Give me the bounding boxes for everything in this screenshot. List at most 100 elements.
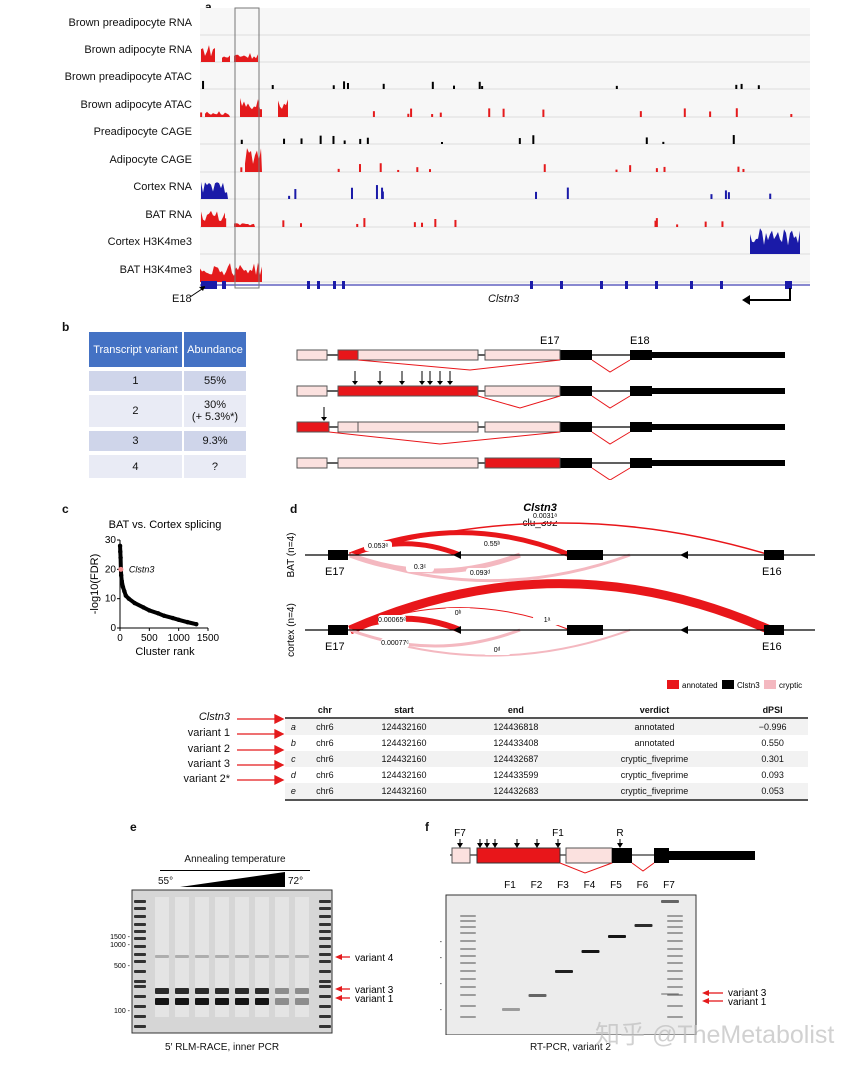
ladder-label: 1000 - [440, 955, 443, 962]
arrowhead [377, 381, 383, 385]
gel-band [460, 948, 476, 950]
ladder-label: 500 - [440, 981, 443, 988]
cell: b [290, 738, 296, 748]
gel-band [502, 1008, 520, 1011]
track-signal [202, 80, 760, 89]
signal-bar [356, 223, 359, 227]
gel-band [319, 953, 331, 956]
gel-band [235, 998, 249, 1005]
ladder-label: 500 - [114, 963, 131, 970]
exon-block [655, 281, 658, 289]
gel-band [295, 988, 309, 994]
exon [612, 848, 632, 863]
cell: a [285, 718, 302, 735]
gene-label: Clstn3 [488, 293, 520, 305]
signal-bar [397, 169, 400, 172]
track-label: Adipocyte CAGE [109, 154, 192, 166]
signal-peak [245, 148, 262, 172]
signal-bar [434, 219, 437, 227]
exon [484, 421, 561, 433]
gel-background [131, 889, 333, 1034]
data-point [185, 619, 190, 625]
signal-bar [790, 114, 793, 117]
tss-arrowhead [742, 295, 750, 305]
transcript-variant [296, 371, 785, 409]
fdr-scatter-chart: BAT vs. Cortex splicing 0 10 20 30 0 500 1000 15… [89, 519, 221, 658]
gel-band [460, 994, 476, 996]
exon-e18 [630, 350, 652, 360]
exon-e17 [560, 422, 592, 432]
exon-middle [567, 625, 603, 635]
signal-bar [343, 140, 346, 144]
sashimi-track: cortex (n=4) E17 E16 1ᵃ 0ᵇ 0.00065ᵉ 0.00077ᶜ 0ᵈ [286, 579, 815, 657]
gel-background [445, 894, 697, 1035]
track-label: Cortex H3K4me3 [107, 236, 192, 248]
signal-bar [732, 135, 735, 144]
gel-band [155, 955, 169, 958]
arrowhead [477, 843, 483, 848]
signal-bar [300, 138, 303, 144]
data-point [119, 578, 124, 584]
signal-bar [332, 135, 335, 144]
splice-junction [477, 395, 561, 409]
signal-bar [735, 84, 738, 89]
y-tick-label: 10 [105, 594, 117, 605]
gel-band [460, 1005, 476, 1007]
x-tick-label: 0 [117, 633, 123, 644]
signal-bar [416, 167, 419, 172]
panel-label-a: a [205, 0, 212, 14]
legend-label: Clstn3 [737, 681, 760, 690]
signal-bar [727, 192, 730, 199]
gel-band [134, 985, 146, 988]
y-tick-label: 20 [105, 564, 117, 575]
signal-bar [282, 220, 285, 227]
gel-band [134, 907, 146, 910]
temp-high: 72° [288, 876, 304, 887]
junction-label-bg [444, 608, 472, 618]
signal-bar [639, 111, 642, 117]
abundance-table: Transcript variant Abundance 1 55% 2 30% (+… [87, 330, 249, 480]
transcript-variant [296, 457, 785, 480]
arrowhead [492, 843, 498, 848]
signal-bar [407, 113, 410, 117]
data-point [132, 600, 137, 606]
lane-label: F6 [637, 880, 649, 891]
data-point [176, 617, 181, 622]
exon [654, 848, 669, 863]
data-point [120, 584, 126, 590]
signal-bar [213, 189, 216, 199]
cell: 0.550 [761, 738, 784, 748]
signal-bar [439, 112, 442, 117]
cell: chr6 [316, 770, 334, 780]
signal-bar [655, 218, 658, 227]
data-point [147, 608, 152, 613]
point-annotation: Clstn3 [129, 564, 155, 574]
exon [484, 457, 561, 469]
signal-bar [358, 164, 361, 172]
gel-band [134, 915, 146, 918]
signal-bar [704, 221, 707, 227]
gel-band [319, 1025, 331, 1028]
splice-junction [357, 359, 561, 371]
arrowhead [321, 417, 327, 421]
signal-bar [363, 218, 366, 227]
gel-band [319, 995, 331, 998]
exon-e17 [560, 386, 592, 396]
exon-middle [567, 550, 603, 560]
row-label: Clstn3 [198, 711, 230, 723]
gel-band [581, 950, 600, 953]
gel-band [134, 995, 146, 998]
signal-bar [240, 139, 243, 144]
exon [476, 847, 561, 864]
ladder-label: 1000 - [110, 942, 131, 949]
signal-bar [413, 222, 416, 227]
splice-junction [591, 359, 631, 373]
splice-junction [591, 395, 631, 409]
gel-band [667, 978, 683, 980]
gel-band [134, 900, 146, 903]
track-label: Brown adipocyte ATAC [80, 99, 192, 111]
panel-label-b: b [62, 320, 70, 334]
cell: cryptic_fiveprime [571, 751, 738, 767]
signal-bar [202, 80, 205, 89]
exon-block [342, 281, 345, 289]
